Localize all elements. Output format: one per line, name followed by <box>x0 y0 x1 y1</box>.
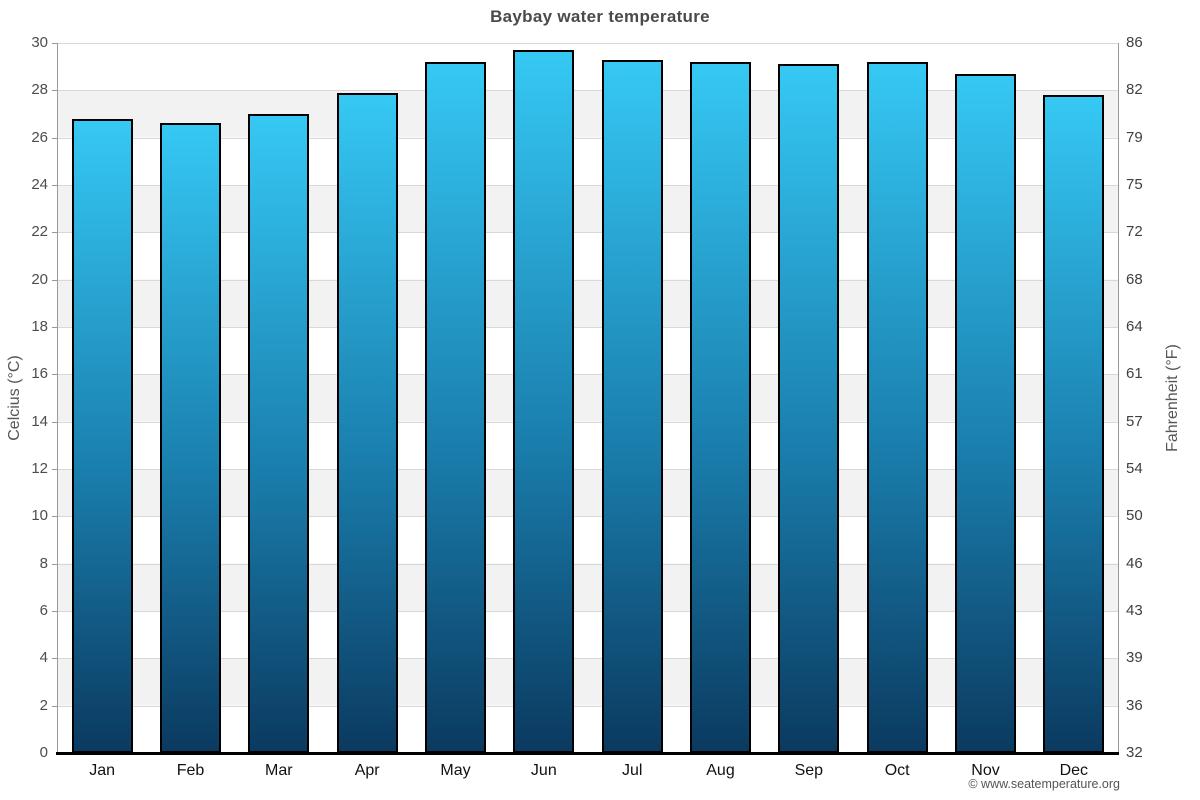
chart-bar-jul[interactable] <box>601 59 663 753</box>
y-tick-label-fahrenheit: 36 <box>1126 696 1143 714</box>
left-axis-tick-mark <box>52 327 57 328</box>
gridline <box>58 516 1118 518</box>
x-axis-line <box>56 752 1119 755</box>
left-axis-tick-mark <box>52 469 57 470</box>
y-tick-label-celsius: 0 <box>39 744 48 761</box>
x-tick-label-apr: Apr <box>354 762 380 779</box>
y-tick-label-celsius: 8 <box>39 554 48 572</box>
gridline <box>58 43 1118 44</box>
y-tick-label-celsius: 6 <box>39 602 48 619</box>
y-tick-label-fahrenheit: 75 <box>1126 176 1143 193</box>
y-tick-label-fahrenheit: 43 <box>1126 602 1143 619</box>
right-axis-line <box>1118 43 1119 754</box>
left-axis-tick-mark <box>52 563 57 565</box>
x-tick-label-aug: Aug <box>706 762 735 779</box>
x-tick-label-jun: Jun <box>530 762 557 779</box>
left-axis-tick-mark <box>52 137 57 139</box>
left-axis-tick-mark <box>52 658 57 660</box>
y-tick-label-fahrenheit: 57 <box>1126 412 1143 430</box>
y-axis-title-fahrenheit: Fahrenheit (°F) <box>1164 344 1181 452</box>
chart-bar-jan[interactable] <box>71 118 133 753</box>
chart-bar-dec[interactable] <box>1043 95 1105 753</box>
gridline <box>58 563 1118 565</box>
gridline <box>58 90 1118 92</box>
chart-bar-jun[interactable] <box>513 50 575 753</box>
y-tick-label-fahrenheit: 79 <box>1126 128 1143 146</box>
chart-title: Baybay water temperature <box>490 7 710 26</box>
gridline <box>58 469 1118 470</box>
y-tick-label-fahrenheit: 82 <box>1126 81 1143 99</box>
gridline <box>58 232 1118 234</box>
gridline <box>58 327 1118 328</box>
left-axis-tick-mark <box>52 43 57 44</box>
chart-bar-oct[interactable] <box>866 61 928 753</box>
y-tick-label-fahrenheit: 39 <box>1126 649 1143 667</box>
left-axis-tick-mark <box>52 705 57 707</box>
plot-area <box>52 43 1119 754</box>
y-tick-label-fahrenheit: 72 <box>1126 223 1143 241</box>
y-tick-label-fahrenheit: 46 <box>1126 554 1143 572</box>
chart-bar-apr[interactable] <box>336 92 398 753</box>
y-tick-label-fahrenheit: 64 <box>1126 318 1143 335</box>
y-tick-label-fahrenheit: 61 <box>1126 365 1143 383</box>
chart-bar-aug[interactable] <box>690 61 751 753</box>
y-tick-label-celsius: 20 <box>31 270 48 288</box>
gridline <box>58 279 1118 281</box>
gridline <box>58 705 1118 707</box>
left-axis-tick-mark <box>52 90 57 92</box>
x-tick-label-may: May <box>440 762 471 779</box>
left-axis-tick-mark <box>52 185 57 186</box>
y-tick-label-fahrenheit: 32 <box>1126 744 1143 761</box>
left-axis-tick-mark <box>52 232 57 234</box>
x-tick-label-jan: Jan <box>89 762 116 779</box>
x-tick-label-jul: Jul <box>621 762 643 779</box>
gridline <box>58 185 1118 186</box>
gridline <box>58 374 1118 376</box>
x-tick-label-oct: Oct <box>884 762 910 779</box>
gridline <box>58 421 1118 423</box>
chart-bar-feb[interactable] <box>160 123 221 753</box>
left-axis-tick-mark <box>52 516 57 518</box>
chart-bar-mar[interactable] <box>248 114 310 753</box>
left-axis-tick-mark <box>52 421 57 423</box>
left-axis-tick-mark <box>52 279 57 281</box>
x-tick-label-sep: Sep <box>794 762 824 779</box>
gridline <box>58 611 1118 612</box>
left-axis-tick-mark <box>52 374 57 376</box>
y-tick-label-fahrenheit: 68 <box>1126 270 1143 288</box>
y-tick-label-fahrenheit: 54 <box>1126 460 1143 477</box>
x-tick-label-feb: Feb <box>176 762 205 779</box>
chart-bar-sep[interactable] <box>778 64 840 753</box>
y-tick-label-fahrenheit: 86 <box>1126 34 1143 51</box>
y-tick-label-celsius: 26 <box>31 128 48 146</box>
y-tick-label-celsius: 12 <box>31 460 48 477</box>
chart-bar-may[interactable] <box>425 61 486 753</box>
left-axis-line <box>57 43 58 754</box>
gridline <box>58 137 1118 139</box>
chart-bar-nov[interactable] <box>955 73 1016 753</box>
y-tick-label-celsius: 22 <box>31 223 48 241</box>
x-tick-label-mar: Mar <box>265 762 293 779</box>
y-tick-label-fahrenheit: 50 <box>1126 507 1143 525</box>
y-tick-label-celsius: 28 <box>31 81 48 99</box>
y-tick-label-celsius: 4 <box>39 649 48 667</box>
y-tick-label-celsius: 18 <box>31 318 48 335</box>
y-tick-label-celsius: 10 <box>31 507 48 525</box>
y-tick-label-celsius: 2 <box>39 696 48 714</box>
left-axis-tick-mark <box>52 611 57 612</box>
y-tick-label-celsius: 14 <box>31 412 48 430</box>
y-tick-label-celsius: 16 <box>31 365 48 383</box>
copyright-link[interactable]: © www.seatemperature.org <box>968 777 1120 791</box>
y-tick-label-celsius: 30 <box>31 34 48 51</box>
x-tick-label-nov: Nov <box>971 762 1000 779</box>
gridline <box>58 658 1118 660</box>
x-tick-label-dec: Dec <box>1059 762 1089 779</box>
y-tick-label-celsius: 24 <box>31 176 48 193</box>
